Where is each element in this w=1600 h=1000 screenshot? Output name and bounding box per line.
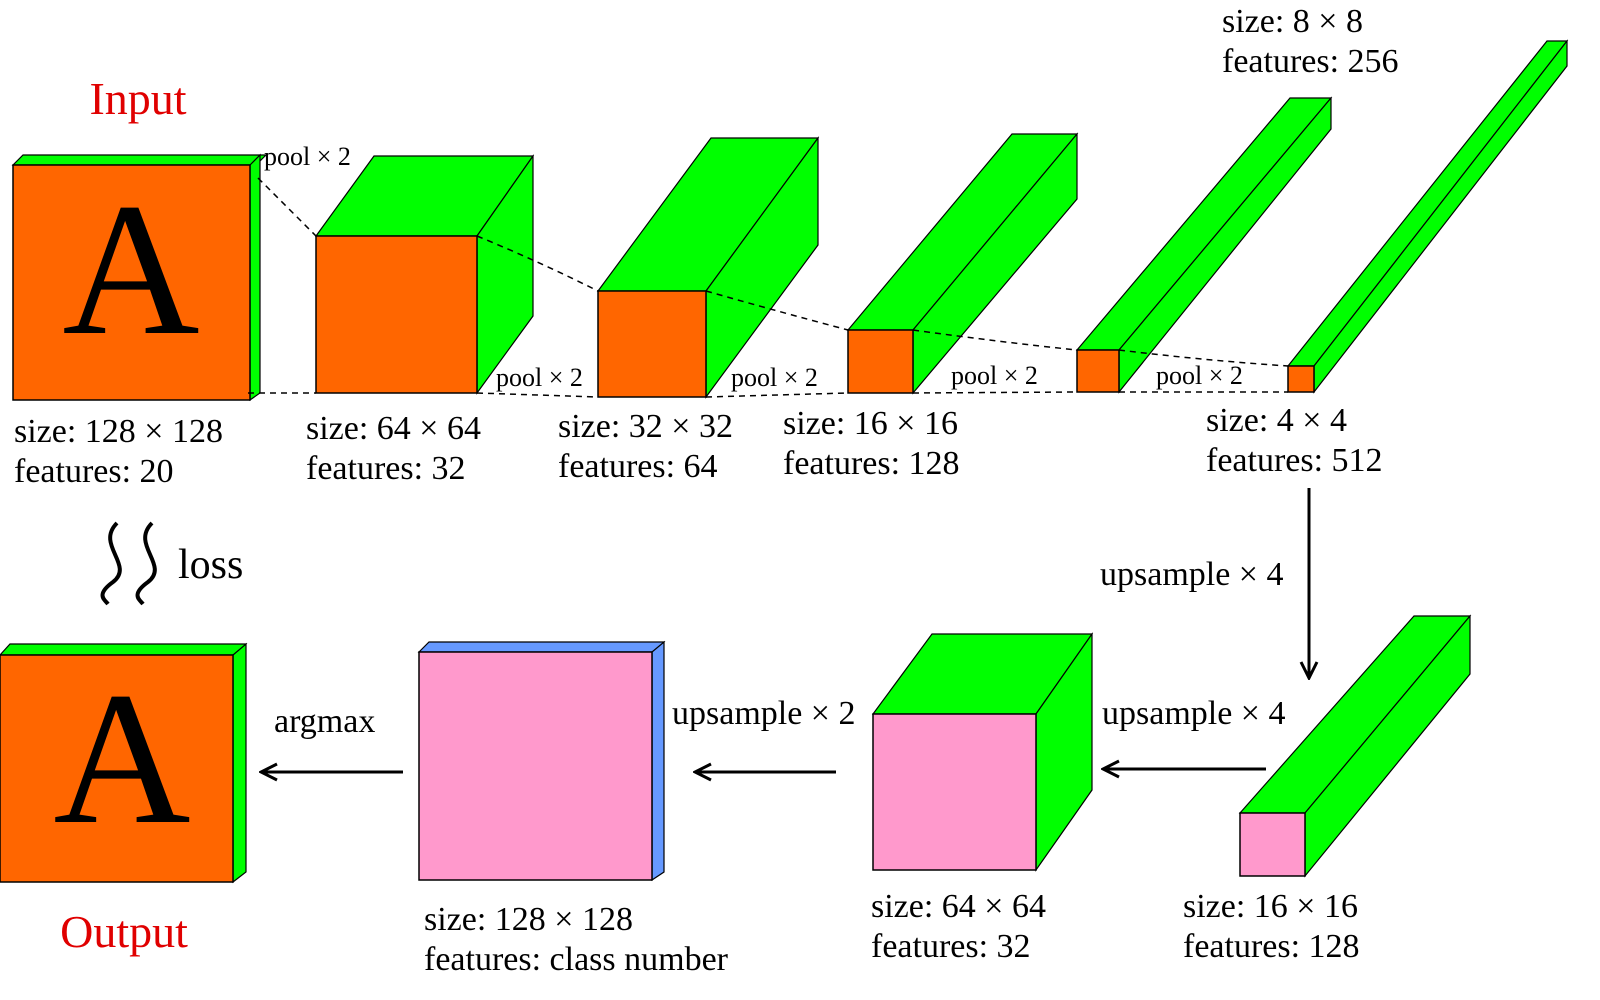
loss-approx-icon — [100, 521, 157, 606]
output-letter-glyph: A — [53, 654, 190, 864]
encoder-size-label-0: size: 128 × 128 — [14, 413, 223, 450]
encoder-size-label-5: size: 4 × 4 — [1206, 402, 1347, 439]
encoder-features-label-4: features: 256 — [1222, 43, 1399, 80]
input-letter-glyph: A — [62, 165, 199, 375]
upsample-4-label: upsample × 4 — [1102, 695, 1285, 732]
decoder-size-label-128: size: 128 × 128 — [424, 901, 633, 938]
loss-label: loss — [178, 542, 243, 588]
encoder-features-label-3: features: 128 — [783, 445, 960, 482]
pool-label-5: pool × 2 — [1156, 361, 1243, 390]
upsample-down-label: upsample × 4 — [1100, 556, 1283, 593]
output-block: A — [0, 642, 248, 884]
encoder-block-8 — [1075, 96, 1333, 394]
encoder-features-label-5: features: 512 — [1206, 442, 1383, 479]
decoder-block-128 — [417, 640, 666, 882]
encoder-block-16 — [846, 132, 1079, 395]
encoder-size-label-4: size: 8 × 8 — [1222, 3, 1363, 40]
pool-label-3: pool × 2 — [731, 363, 818, 392]
decoder-block-16 — [1238, 614, 1472, 878]
decoder-features-label-128: features: class number — [424, 941, 729, 978]
output-title: Output — [60, 906, 188, 957]
encoder-block-input: A — [11, 153, 268, 402]
decoder-block-64 — [871, 632, 1094, 872]
decoder-features-label-64: features: 32 — [871, 928, 1031, 965]
pool-label-1: pool × 2 — [264, 142, 351, 171]
decoder-features-label-16: features: 128 — [1183, 928, 1360, 965]
encoder-block-4 — [1286, 39, 1569, 394]
encoder-size-label-2: size: 32 × 32 — [558, 408, 733, 445]
encoder-features-label-1: features: 32 — [306, 450, 466, 487]
encoder-features-label-2: features: 64 — [558, 448, 718, 485]
decoder-size-label-64: size: 64 × 64 — [871, 888, 1046, 925]
decoder-size-label-16: size: 16 × 16 — [1183, 888, 1358, 925]
encoder-size-label-3: size: 16 × 16 — [783, 405, 958, 442]
pool-label-2: pool × 2 — [496, 363, 583, 392]
encoder-block-64 — [314, 154, 535, 395]
encoder-features-label-0: features: 20 — [14, 453, 174, 490]
upsample-2-label: upsample × 2 — [672, 695, 855, 732]
pool-label-4: pool × 2 — [951, 361, 1038, 390]
encoder-block-32 — [596, 136, 820, 399]
pool-connectors — [248, 177, 1289, 398]
argmax-label: argmax — [274, 703, 375, 740]
input-title: Input — [89, 73, 186, 124]
encoder-size-label-1: size: 64 × 64 — [306, 410, 481, 447]
